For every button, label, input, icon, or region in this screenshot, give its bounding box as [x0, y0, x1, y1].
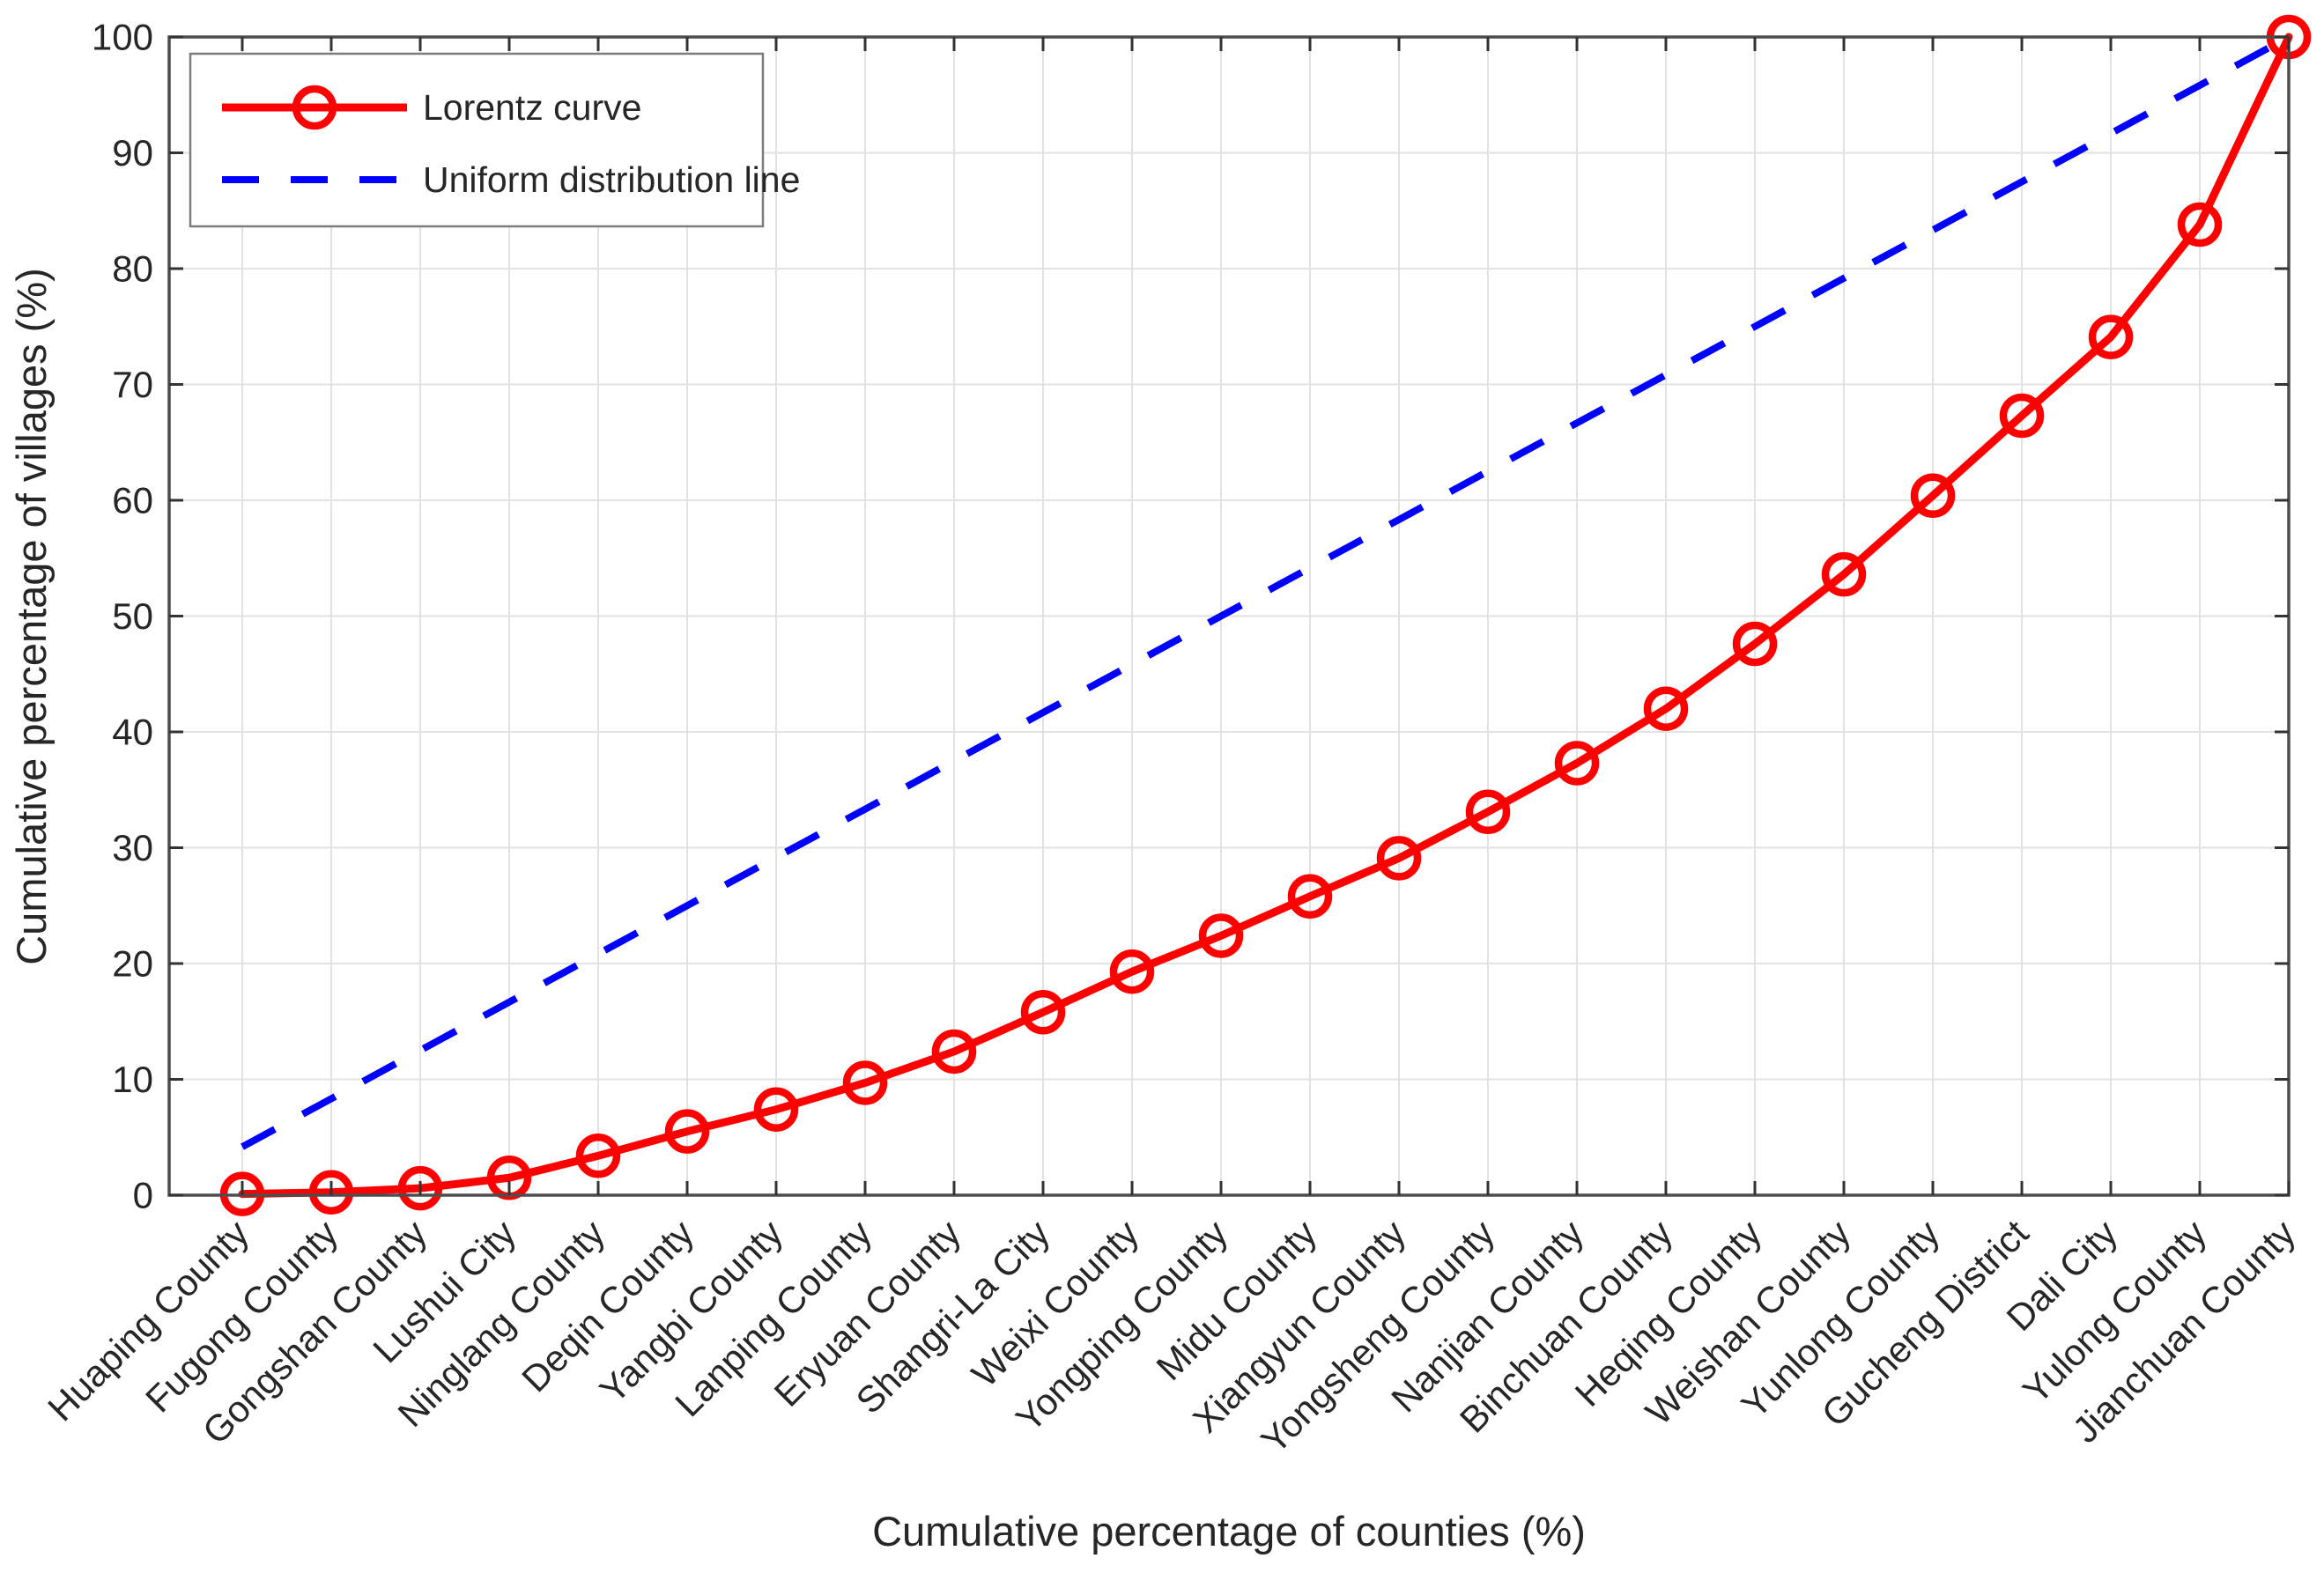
y-axis-title: Cumulative percentage of villages (%): [8, 268, 55, 965]
data-point-marker: [1821, 551, 1867, 597]
data-point-marker: [1109, 949, 1155, 994]
data-point-marker: [1910, 473, 1956, 518]
data-point-marker: [397, 1165, 443, 1211]
data-point-marker: [1198, 913, 1244, 958]
data-point-marker: [1554, 741, 1600, 786]
legend-box: [189, 52, 765, 228]
data-point-marker: [842, 1060, 888, 1105]
data-point-marker: [2177, 202, 2223, 247]
data-point-marker: [1376, 836, 1422, 881]
y-tick-label: 90: [112, 132, 153, 174]
y-tick-label: 0: [133, 1174, 153, 1215]
y-tick-label: 70: [112, 364, 153, 405]
y-tick-labels: 0 10 20 30 40 50 60 70 80 90 100: [92, 16, 153, 1215]
y-tick-label: 10: [112, 1059, 153, 1100]
data-point-marker: [308, 1170, 354, 1215]
data-point-marker: [1999, 393, 2045, 439]
data-point-marker: [1643, 686, 1689, 731]
legend-item-lorentz: Lorentz curve: [222, 85, 641, 130]
axis-ticks: [169, 35, 2291, 1197]
y-tick-label: 20: [112, 942, 153, 984]
legend-lorentz-marker-icon: [292, 85, 337, 130]
y-tick-label: 30: [112, 827, 153, 868]
data-point-marker: [575, 1134, 621, 1178]
y-tick-label: 50: [112, 595, 153, 637]
legend-uniform-label: Uniform distribution line: [423, 159, 800, 200]
legend-lorentz-label: Lorentz curve: [423, 87, 641, 128]
data-point-marker: [1465, 789, 1511, 834]
y-tick-label: 100: [92, 16, 153, 57]
y-tick-label: 60: [112, 479, 153, 521]
legend-item-uniform: Uniform distribution line: [222, 159, 800, 200]
data-point-marker: [1020, 989, 1066, 1035]
uniform-distribution-line: [241, 33, 2291, 1150]
y-tick-label: 40: [112, 711, 153, 752]
data-point-marker: [2088, 314, 2134, 359]
data-point-marker: [1732, 621, 1778, 667]
x-axis-title: Cumulative percentage of counties (%): [872, 1508, 1586, 1555]
y-tick-label: 80: [112, 247, 153, 289]
data-point-marker: [1287, 874, 1333, 919]
legend: Lorentz curve Uniform distribution line: [189, 52, 800, 228]
data-point-marker: [753, 1087, 799, 1132]
data-point-marker: [931, 1029, 977, 1075]
data-series: [219, 14, 2312, 1216]
data-point-marker: [664, 1109, 710, 1154]
